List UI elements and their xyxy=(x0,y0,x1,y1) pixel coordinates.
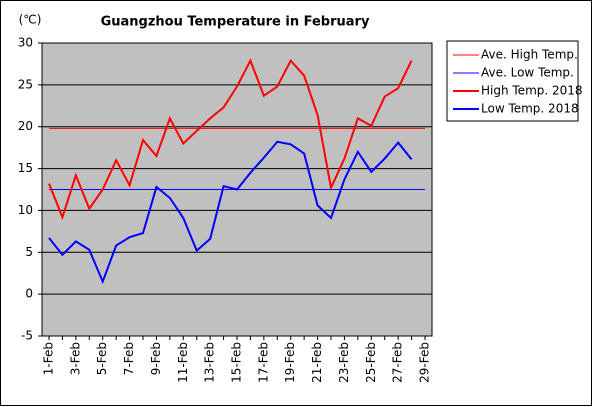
x-tick-label: 13-Feb xyxy=(203,342,217,383)
legend-label: Ave. High Temp. xyxy=(481,48,578,62)
y-tick-label: 15 xyxy=(18,161,33,175)
y-axis-label: (℃) xyxy=(19,13,42,27)
x-tick-label: 3-Feb xyxy=(68,342,82,375)
x-tick-label: 9-Feb xyxy=(149,342,163,375)
x-tick-label: 19-Feb xyxy=(283,342,297,383)
x-tick-label: 29-Feb xyxy=(418,342,432,383)
x-tick-label: 7-Feb xyxy=(122,342,136,375)
y-tick-label: 30 xyxy=(18,36,33,50)
series-line xyxy=(48,140,413,285)
y-tick-label: 5 xyxy=(25,245,33,259)
x-tick-label: 1-Feb xyxy=(42,342,56,375)
legend-label: Low Temp. 2018 xyxy=(481,102,579,116)
x-tick-label: 21-Feb xyxy=(310,342,324,383)
y-tick-label: 0 xyxy=(25,287,33,301)
x-tick-label: 25-Feb xyxy=(364,342,378,383)
legend-label: Ave. Low Temp. xyxy=(481,66,574,80)
y-tick-label: 20 xyxy=(18,119,33,133)
x-tick-label: 27-Feb xyxy=(391,342,405,383)
x-tick-label: 17-Feb xyxy=(256,342,270,383)
y-tick-label: 10 xyxy=(18,203,33,217)
series-line xyxy=(48,58,413,221)
legend-label: High Temp. 2018 xyxy=(481,84,583,98)
legend-box xyxy=(446,40,579,122)
x-tick-label: 23-Feb xyxy=(337,342,351,383)
y-tick-label: -5 xyxy=(21,329,33,343)
x-tick-label: 15-Feb xyxy=(230,342,244,383)
chart-title: Guangzhou Temperature in February xyxy=(101,15,370,30)
x-tick-label: 5-Feb xyxy=(95,342,109,375)
y-tick-label: 25 xyxy=(18,77,33,91)
x-tick-label: 11-Feb xyxy=(176,342,190,383)
